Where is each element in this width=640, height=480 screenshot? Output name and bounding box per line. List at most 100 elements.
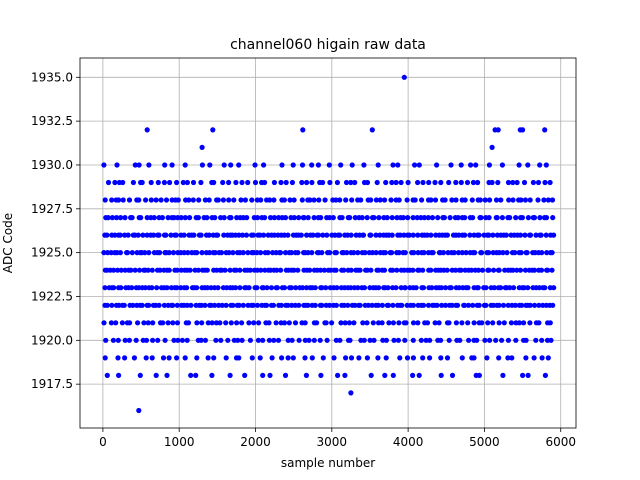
data-point — [187, 215, 193, 221]
data-point — [114, 215, 120, 221]
data-point — [250, 302, 256, 308]
data-point — [432, 320, 438, 326]
data-point — [146, 302, 152, 308]
data-point — [254, 285, 260, 291]
data-point — [164, 285, 170, 291]
data-point — [425, 302, 432, 308]
data-point — [539, 337, 545, 343]
data-point — [381, 267, 388, 273]
data-point — [102, 197, 108, 203]
data-point — [496, 320, 502, 326]
data-point — [228, 162, 234, 168]
data-point — [270, 302, 277, 308]
data-point — [470, 179, 476, 186]
data-point — [464, 179, 471, 186]
data-point — [516, 162, 522, 168]
data-point — [500, 372, 506, 378]
data-point — [327, 215, 333, 221]
data-point — [405, 179, 411, 186]
data-point — [305, 215, 311, 221]
data-point — [428, 232, 434, 238]
data-point — [474, 337, 480, 343]
data-point — [206, 250, 213, 256]
data-point — [365, 302, 371, 308]
data-point — [428, 197, 434, 203]
data-point — [184, 179, 190, 186]
data-point — [486, 215, 492, 221]
data-point — [485, 320, 491, 326]
data-point — [360, 320, 366, 326]
data-point — [348, 285, 354, 291]
data-point — [202, 337, 208, 343]
data-point — [415, 250, 421, 256]
data-point — [195, 267, 201, 273]
data-point — [234, 320, 240, 326]
data-point — [255, 337, 261, 343]
data-point — [136, 162, 142, 168]
data-point — [458, 179, 464, 186]
data-point — [254, 215, 261, 221]
data-point — [138, 215, 144, 221]
data-point — [486, 232, 492, 238]
data-point — [337, 197, 343, 203]
data-point — [414, 215, 420, 221]
data-point — [373, 250, 379, 256]
data-point — [219, 302, 225, 308]
data-point — [181, 232, 187, 238]
data-point — [323, 320, 329, 326]
data-point — [319, 302, 325, 308]
data-point — [110, 337, 116, 343]
data-point — [185, 250, 191, 256]
data-point — [130, 302, 136, 308]
data-point — [262, 215, 268, 221]
data-point — [478, 215, 484, 221]
data-point — [174, 320, 181, 326]
data-point — [523, 355, 529, 361]
data-point — [406, 232, 412, 238]
data-point — [342, 320, 348, 326]
data-point — [382, 372, 388, 378]
data-point — [416, 372, 422, 378]
data-point — [364, 355, 370, 361]
data-point — [281, 197, 287, 203]
data-point — [135, 232, 141, 238]
data-point — [530, 179, 537, 186]
data-point — [333, 197, 339, 203]
data-point — [367, 337, 373, 343]
data-point — [302, 320, 308, 326]
data-point — [285, 232, 291, 238]
data-point — [551, 232, 557, 238]
data-point — [348, 267, 354, 273]
axes-frame — [79, 57, 577, 429]
data-point — [180, 179, 186, 186]
x-tick-label: 5000 — [469, 435, 500, 449]
data-point — [542, 127, 548, 133]
data-point — [295, 250, 301, 256]
data-point — [522, 267, 529, 273]
x-tick-label: 2000 — [240, 435, 271, 449]
data-point — [242, 372, 248, 378]
data-point — [271, 337, 277, 343]
data-point — [476, 372, 482, 378]
data-point — [369, 302, 375, 308]
data-point — [432, 179, 438, 186]
data-point — [240, 302, 246, 308]
data-point — [440, 250, 447, 256]
y-tick-label: 1932.5 — [31, 114, 73, 128]
data-point — [135, 320, 141, 326]
data-point — [402, 285, 408, 291]
data-point — [278, 302, 284, 308]
data-point — [368, 372, 374, 378]
data-point — [545, 355, 551, 361]
data-point — [364, 179, 371, 186]
data-point — [267, 197, 273, 203]
data-point — [318, 267, 324, 273]
data-point — [109, 302, 115, 308]
data-point — [292, 320, 299, 326]
data-point — [233, 179, 239, 186]
data-point — [309, 162, 315, 168]
data-point — [471, 355, 477, 361]
data-point — [256, 320, 262, 326]
data-point — [402, 337, 408, 343]
data-points — [101, 74, 557, 414]
